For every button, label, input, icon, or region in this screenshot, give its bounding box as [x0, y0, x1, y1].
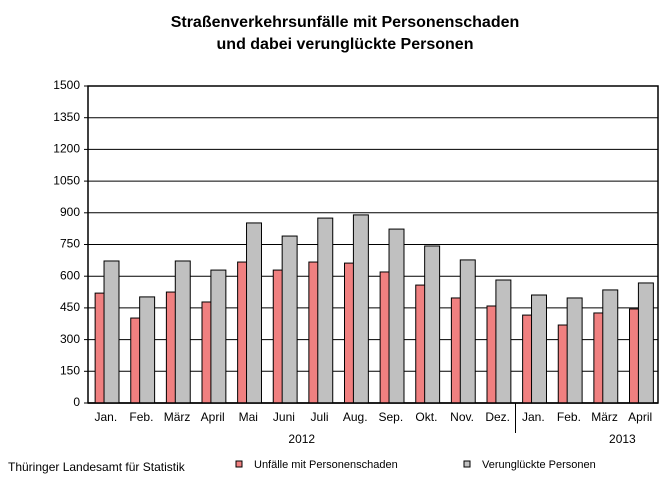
x-tick-label: Dez. — [485, 410, 510, 424]
bar — [165, 291, 177, 404]
source: Thüringer Landesamt für Statistik — [8, 460, 186, 474]
bar — [557, 324, 569, 404]
group-label: 2012 — [288, 432, 315, 446]
x-tick-label: Okt. — [415, 410, 437, 424]
bar — [459, 259, 476, 404]
bar — [317, 217, 334, 404]
x-tick-label: Mai — [239, 410, 258, 424]
legend-swatch — [235, 460, 243, 468]
x-tick-label: März — [164, 410, 191, 424]
y-tick-label: 450 — [60, 300, 80, 314]
y-tick-label: 300 — [60, 332, 80, 346]
bar — [237, 261, 248, 404]
bar — [352, 214, 369, 404]
x-tick-label: Feb. — [557, 410, 581, 424]
bar — [344, 262, 355, 404]
bar — [424, 245, 441, 404]
bar — [450, 297, 462, 404]
bar — [139, 296, 156, 404]
bar — [388, 228, 405, 404]
x-tick-label: Juni — [273, 410, 295, 424]
bar — [637, 282, 654, 404]
x-tick-label: Juli — [311, 410, 329, 424]
bar — [201, 301, 213, 404]
bar — [210, 269, 227, 404]
x-tick-label: Feb. — [129, 410, 153, 424]
y-tick-label: 750 — [60, 237, 80, 251]
bar — [130, 317, 141, 404]
legend-swatch — [463, 460, 471, 468]
bar — [495, 279, 512, 404]
bar — [602, 289, 619, 404]
y-tick-label: 1350 — [53, 110, 80, 124]
bar — [415, 284, 426, 404]
bar — [281, 235, 298, 404]
bar — [246, 222, 262, 404]
y-tick-label: 1200 — [53, 142, 80, 156]
y-tick-label: 0 — [73, 395, 80, 409]
bar — [94, 292, 106, 404]
y-tick-label: 900 — [60, 205, 80, 219]
x-tick-label: Sep. — [378, 410, 403, 424]
legend-label: Verunglückte Personen — [482, 459, 596, 471]
y-tick-label: 150 — [60, 363, 80, 377]
y-tick-label: 1050 — [53, 173, 80, 187]
x-tick-label: Nov. — [450, 410, 474, 424]
y-tick-label: 600 — [60, 268, 80, 282]
legend-label: Unfälle mit Personenschaden — [254, 459, 398, 471]
bar — [174, 260, 191, 404]
bar — [522, 314, 533, 404]
x-tick-label: Jan. — [522, 410, 545, 424]
bar — [103, 260, 120, 404]
bar — [629, 308, 640, 404]
x-tick-label: Jan. — [94, 410, 117, 424]
bar — [593, 312, 604, 404]
x-tick-label: März — [591, 410, 618, 424]
bar — [272, 269, 284, 404]
bar — [566, 297, 583, 404]
bar — [486, 305, 498, 404]
y-tick-label: 1500 — [53, 78, 80, 92]
bar — [531, 294, 547, 404]
chart-title: und dabei verunglückte Personen — [217, 36, 474, 53]
bar — [308, 261, 319, 404]
bar — [379, 271, 391, 404]
x-tick-label: Aug. — [343, 410, 368, 424]
x-tick-label: April — [628, 410, 652, 424]
group-label: 2013 — [609, 432, 636, 446]
chart-title: Straßenverkehrsunfälle mit Personenschad… — [171, 14, 520, 31]
x-tick-label: April — [201, 410, 225, 424]
